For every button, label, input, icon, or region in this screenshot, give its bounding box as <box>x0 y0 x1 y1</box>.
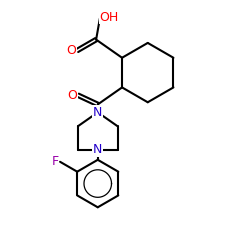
Text: O: O <box>67 89 77 102</box>
Text: F: F <box>52 155 59 168</box>
Text: OH: OH <box>99 11 118 24</box>
Text: N: N <box>93 144 102 156</box>
Text: N: N <box>93 106 102 119</box>
Text: O: O <box>66 44 76 57</box>
